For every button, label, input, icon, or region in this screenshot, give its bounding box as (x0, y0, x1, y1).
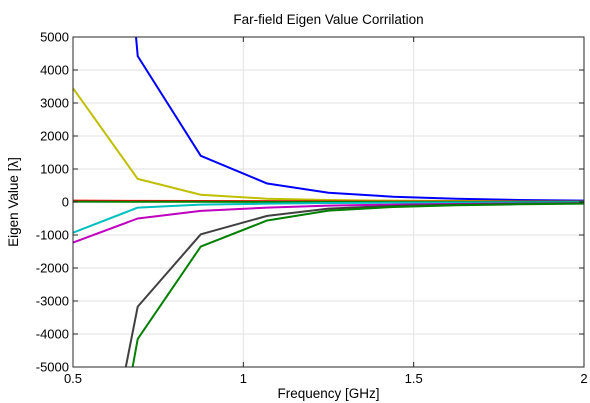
y-tick-label: -1000 (36, 228, 69, 243)
series-line-8 (133, 204, 584, 367)
y-tick-label: 3000 (40, 96, 69, 111)
x-tick-label: 2 (580, 371, 587, 386)
series-line-1 (136, 37, 584, 201)
y-tick-label: -4000 (36, 327, 69, 342)
y-tick-label: 5000 (40, 30, 69, 45)
y-tick-labels: -5000 -4000 -3000 -2000 -1000 0 1000 2000 3000 40… (36, 30, 69, 375)
y-tick-label: 0 (62, 195, 69, 210)
x-tick-label: 1 (240, 371, 247, 386)
x-tick-labels: 0.5 1 1.5 2 (64, 371, 588, 386)
series-line-7 (126, 203, 584, 367)
chart-title: Far-field Eigen Value Corrilation (233, 12, 423, 27)
x-axis-label: Frequency [GHz] (277, 386, 379, 401)
y-tick-label: -2000 (36, 261, 69, 276)
y-tick-label: 4000 (40, 63, 69, 78)
y-tick-label: 1000 (40, 162, 69, 177)
y-tick-label: 2000 (40, 129, 69, 144)
y-tick-label: -5000 (36, 360, 69, 375)
y-tick-label: -3000 (36, 294, 69, 309)
y-axis-label: Eigen Value [λ] (6, 157, 21, 247)
series-line-2 (73, 88, 584, 201)
x-tick-label: 1.5 (405, 371, 423, 386)
series-lines (73, 37, 584, 367)
